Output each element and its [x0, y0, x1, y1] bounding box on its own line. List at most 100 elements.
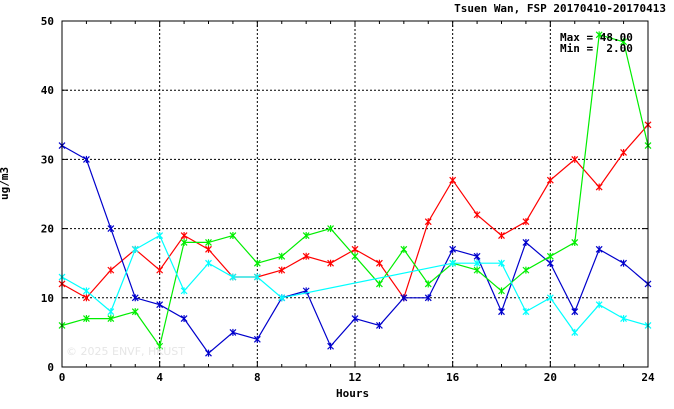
data-point	[327, 259, 335, 267]
data-point	[473, 266, 481, 274]
data-point	[571, 155, 579, 163]
data-point	[131, 245, 139, 253]
data-point	[595, 183, 603, 191]
data-point	[82, 287, 90, 295]
data-point	[107, 266, 115, 274]
data-point	[205, 349, 212, 357]
data-point	[473, 252, 481, 260]
data-point	[205, 259, 212, 267]
data-point	[278, 266, 286, 274]
y-tick-label: 0	[47, 361, 54, 374]
data-point	[400, 245, 408, 253]
watermark: © 2025 ENVF, HKUST	[66, 345, 185, 358]
data-point	[302, 252, 310, 260]
data-point	[375, 321, 383, 329]
data-point	[131, 308, 139, 316]
x-tick-label: 0	[59, 371, 66, 384]
x-axis-label: Hours	[336, 387, 370, 400]
data-point	[449, 259, 457, 267]
data-point	[229, 232, 237, 240]
data-point	[498, 259, 505, 267]
x-tick-label: 8	[254, 371, 261, 384]
data-point	[156, 232, 164, 240]
axis-ticks: 0 10 20 30 40 50 0 4 8 12 16 20 24	[41, 15, 655, 384]
data-point	[327, 225, 335, 233]
max-label: Max = 48.00	[560, 31, 633, 44]
data-point	[571, 328, 579, 336]
data-point	[546, 259, 554, 267]
data-point	[571, 238, 579, 246]
data-point	[424, 294, 432, 302]
data-point	[180, 315, 188, 323]
data-point	[498, 287, 505, 295]
x-tick-label: 16	[446, 371, 460, 384]
data-point	[82, 294, 90, 302]
data-point	[620, 38, 628, 46]
data-point	[620, 259, 628, 267]
data-point	[595, 31, 603, 39]
data-point	[375, 280, 383, 288]
data-point	[546, 252, 554, 260]
data-point	[449, 245, 457, 253]
data-point	[595, 245, 603, 253]
data-point	[522, 308, 530, 316]
data-point	[107, 315, 115, 323]
data-point	[351, 315, 359, 323]
data-point	[156, 342, 164, 350]
x-tick-label: 20	[544, 371, 557, 384]
y-tick-label: 40	[41, 84, 54, 97]
y-axis-label: ug/m3	[0, 166, 11, 200]
data-point	[546, 294, 554, 302]
data-point	[327, 342, 335, 350]
data-point	[278, 294, 286, 302]
data-point	[229, 273, 237, 281]
data-point	[253, 335, 261, 343]
data-point	[253, 259, 261, 267]
series-group	[58, 31, 652, 357]
data-point	[498, 308, 505, 316]
data-point	[424, 218, 432, 226]
y-tick-label: 20	[41, 223, 54, 236]
grid-lines	[62, 21, 648, 367]
x-tick-label: 24	[641, 371, 655, 384]
data-point	[302, 232, 310, 240]
data-point	[375, 259, 383, 267]
data-point	[620, 148, 628, 156]
data-point	[449, 176, 457, 184]
data-point	[546, 176, 554, 184]
data-point	[107, 308, 115, 316]
data-point	[180, 232, 188, 240]
data-point	[156, 301, 164, 309]
x-tick-label: 4	[156, 371, 163, 384]
data-point	[351, 252, 359, 260]
data-point	[424, 280, 432, 288]
data-point	[400, 294, 408, 302]
data-point	[522, 218, 530, 226]
y-tick-label: 10	[41, 292, 54, 305]
y-tick-label: 30	[41, 153, 54, 166]
data-point	[180, 287, 188, 295]
data-point	[473, 211, 481, 219]
data-point	[620, 315, 628, 323]
data-point	[156, 266, 164, 274]
data-point	[131, 294, 139, 302]
data-point	[253, 273, 261, 281]
x-tick-label: 12	[348, 371, 361, 384]
data-point	[522, 238, 530, 246]
data-point	[595, 301, 603, 309]
data-point	[107, 225, 115, 233]
data-point	[82, 315, 90, 323]
data-point	[180, 238, 188, 246]
data-point	[82, 155, 90, 163]
data-point	[522, 266, 530, 274]
data-point	[229, 328, 237, 336]
min-label: Min = 2.00	[560, 42, 633, 55]
chart-title: Tsuen Wan, FSP 20170410-20170413	[454, 2, 666, 15]
data-point	[205, 245, 212, 253]
y-tick-label: 50	[41, 15, 54, 28]
data-point	[473, 259, 481, 267]
data-point	[205, 238, 212, 246]
data-point	[351, 245, 359, 253]
data-point	[278, 252, 286, 260]
